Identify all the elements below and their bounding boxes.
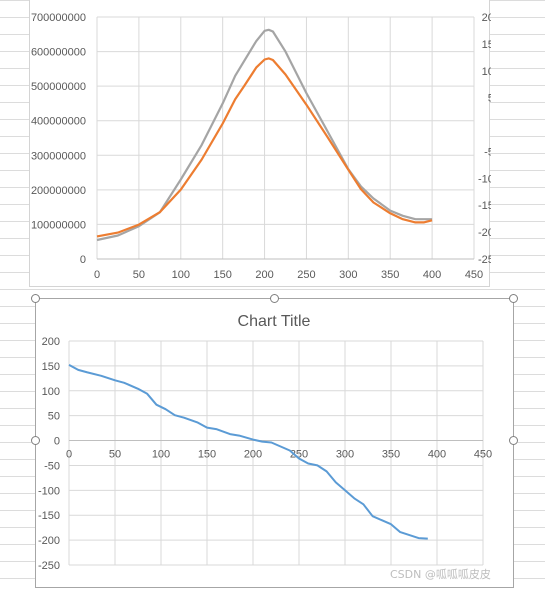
chart-bottom[interactable]: Chart Title 200 150 100 50 0 -50 -100 -150 -200 -2… (35, 298, 514, 588)
chart-title: Chart Title (238, 313, 311, 330)
y-right-tick-label: 200 (482, 12, 491, 24)
series-line-1 (96, 28, 433, 242)
x-tick-label: 450 (465, 269, 483, 281)
y-tick-label: 0 (54, 436, 60, 448)
y-left-tick-label: 300000000 (31, 150, 86, 162)
y-left-tick-label: 200000000 (31, 185, 86, 197)
series-line-1 (68, 364, 428, 540)
y-left-tick-label: 400000000 (31, 116, 86, 128)
y-tick-label: -100 (38, 485, 60, 497)
y-right-tick-label: 100 (482, 66, 491, 78)
x-tick-label: 50 (133, 269, 145, 281)
y-left-tick-label: 600000000 (31, 47, 86, 59)
series-line-2 (96, 57, 433, 238)
y-tick-label: 150 (42, 361, 60, 373)
y-tick-label: -250 (38, 560, 60, 572)
y-right-tick-label: -200 (478, 227, 491, 239)
x-tick-label: 250 (297, 269, 315, 281)
y-right-tick-label: -250 (478, 254, 491, 266)
y-left-tick-label: 700000000 (31, 12, 86, 24)
x-tick-label: 350 (382, 449, 400, 461)
x-tick-label: 250 (290, 449, 308, 461)
x-tick-label: 400 (423, 269, 441, 281)
resize-handle-top-right[interactable] (509, 294, 518, 303)
y-left-tick-label: 500000000 (31, 81, 86, 93)
y-tick-label: -200 (38, 535, 60, 547)
x-tick-label: 300 (336, 449, 354, 461)
resize-handle-top-center[interactable] (270, 294, 279, 303)
resize-handle-middle-right[interactable] (509, 436, 518, 445)
y-left-tick-label: 100000000 (31, 219, 86, 231)
chart-top-plot: 0 50 100 150 200 250 300 350 400 450 0 100000000 200… (31, 12, 500, 281)
y-right-tick-label: 150 (482, 39, 491, 51)
y-tick-label: 50 (48, 411, 60, 423)
chart-top[interactable]: 0 50 100 150 200 250 300 350 400 450 0 100000000 200… (29, 0, 500, 287)
y-right-tick-label: -150 (478, 200, 491, 212)
resize-handle-middle-left[interactable] (31, 436, 40, 445)
watermark: CSDN @呱呱呱皮皮 (390, 568, 491, 581)
y-tick-label: -50 (44, 460, 60, 472)
x-tick-label: 400 (428, 449, 446, 461)
y-right-tick-label: -100 (478, 173, 491, 185)
x-tick-label: 0 (66, 449, 72, 461)
resize-handle-top-left[interactable] (31, 294, 40, 303)
y-tick-label: 200 (42, 336, 60, 348)
y-tick-label: -150 (38, 510, 60, 522)
x-tick-label: 300 (339, 269, 357, 281)
x-tick-label: 450 (474, 449, 492, 461)
x-tick-label: 0 (94, 269, 100, 281)
y-left-tick-label: 0 (80, 254, 86, 266)
x-tick-label: 200 (244, 449, 262, 461)
x-tick-label: 200 (255, 269, 273, 281)
y-right-tick-label: -50 (484, 146, 491, 158)
x-tick-label: 50 (109, 449, 121, 461)
chart-bottom-plot: Chart Title 200 150 100 50 0 -50 -100 -150 -200 -2… (38, 313, 492, 572)
x-tick-label: 350 (381, 269, 399, 281)
y-tick-label: 100 (42, 386, 60, 398)
y-right-tick-label: 50 (488, 93, 491, 105)
x-tick-label: 100 (152, 449, 170, 461)
x-tick-label: 100 (172, 269, 190, 281)
x-tick-label: 150 (198, 449, 216, 461)
x-tick-label: 150 (213, 269, 231, 281)
